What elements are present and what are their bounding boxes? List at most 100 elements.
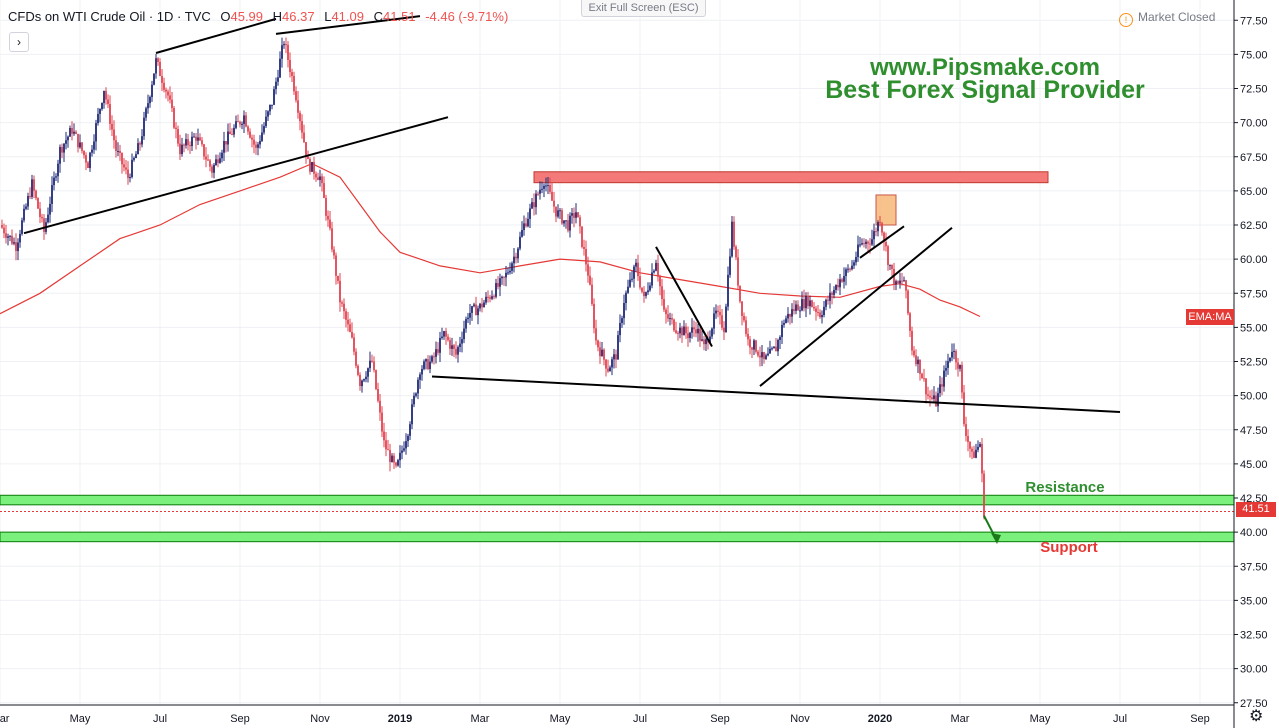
candle-body [131,159,133,178]
candle-body [913,350,915,356]
candle-body [689,332,691,338]
trendline [655,246,713,347]
candle-body [221,152,223,159]
projection-arrowhead [991,532,1001,544]
candle-body [475,304,477,316]
candle-body [285,44,287,46]
candle-body [111,123,113,130]
candle-body [463,328,465,340]
candle-body [577,212,579,218]
candle-body [195,136,197,141]
candle-body [187,139,189,146]
candle-body [113,129,115,141]
y-tick-label: 30.00 [1240,664,1268,676]
candle-body [977,446,979,450]
x-tick-label: Nov [790,713,810,725]
candle-body [763,352,765,360]
candle-body [921,373,923,379]
chevron-right-icon[interactable]: › [9,32,29,52]
candle-body [771,348,773,350]
candle-body [603,349,605,360]
candle-body [387,449,389,451]
candle-body [413,395,415,405]
candle-body [825,299,827,307]
candle-body [667,314,669,319]
candle-body [593,303,595,329]
watermark-tagline: Best Forex Signal Provider [825,76,1145,104]
exit-fullscreen-button[interactable]: Exit Full Screen (ESC) [581,0,706,17]
candle-body [965,424,967,437]
candle-body [795,304,797,311]
candle-body [931,397,933,399]
candle-body [553,200,555,207]
candle-body [697,328,699,334]
candle-body [741,301,743,316]
candle-body [137,143,139,155]
candle-body [547,185,549,187]
candle-body [417,379,419,394]
candle-body [329,219,331,229]
candle-body [213,164,215,173]
x-tick-label: Mar [951,713,970,725]
candle-body [433,356,435,358]
candle-body [197,137,199,141]
resistance-label: Resistance [1025,479,1105,496]
candle-body [967,436,969,442]
zone-resistance [0,494,1235,506]
candle-body [587,264,589,276]
gear-icon[interactable]: ⚙ [1249,708,1264,725]
candle-body [181,144,183,155]
x-tick-label: 2019 [388,713,412,725]
y-tick-label: 52.50 [1240,357,1268,369]
candle-body [933,395,935,399]
candle-body [513,256,515,264]
candle-body [321,176,323,184]
candle-body [665,309,667,315]
candle-body [785,318,787,323]
candle-body [581,226,583,247]
candle-body [847,268,849,270]
candle-body [851,265,853,270]
y-tick-label: 75.00 [1240,49,1268,61]
candle-body [649,285,651,291]
candle-body [171,99,173,109]
candle-body [479,303,481,309]
candle-body [639,276,641,288]
open-label: O [220,9,231,24]
candle-body [605,359,607,369]
candle-body [87,162,89,169]
symbol-title: CFDs on WTI Crude Oil · 1D · TVC [8,9,211,24]
candle-body [981,443,983,474]
candle-body [917,359,919,365]
candle-body [303,132,305,143]
candle-body [435,349,437,357]
candle-body [759,355,761,358]
candle-body [733,221,735,247]
candle-body [545,185,547,187]
candle-body [225,141,227,145]
candle-body [853,262,855,266]
candle-body [133,157,135,160]
x-tick-label: May [1030,713,1051,725]
symbol-legend[interactable]: CFDs on WTI Crude Oil · 1D · TVC O45.99 … [8,9,508,24]
candle-body [585,248,587,265]
candle-body [471,306,473,313]
candle-body [65,140,67,144]
candle-body [397,460,399,466]
candle-body [517,248,519,259]
candle-body [441,336,443,339]
ema-ma-tag[interactable]: EMA:MA [1186,309,1234,325]
candles [1,37,985,520]
candle-body [71,127,73,134]
candle-body [173,108,175,128]
candle-body [459,343,461,348]
candle-body [557,210,559,217]
candle-body [373,361,375,371]
candle-body [793,309,795,311]
candle-body [97,113,99,124]
candle-body [747,333,749,340]
candle-body [317,177,319,180]
candle-body [949,357,951,362]
candle-body [937,393,939,407]
